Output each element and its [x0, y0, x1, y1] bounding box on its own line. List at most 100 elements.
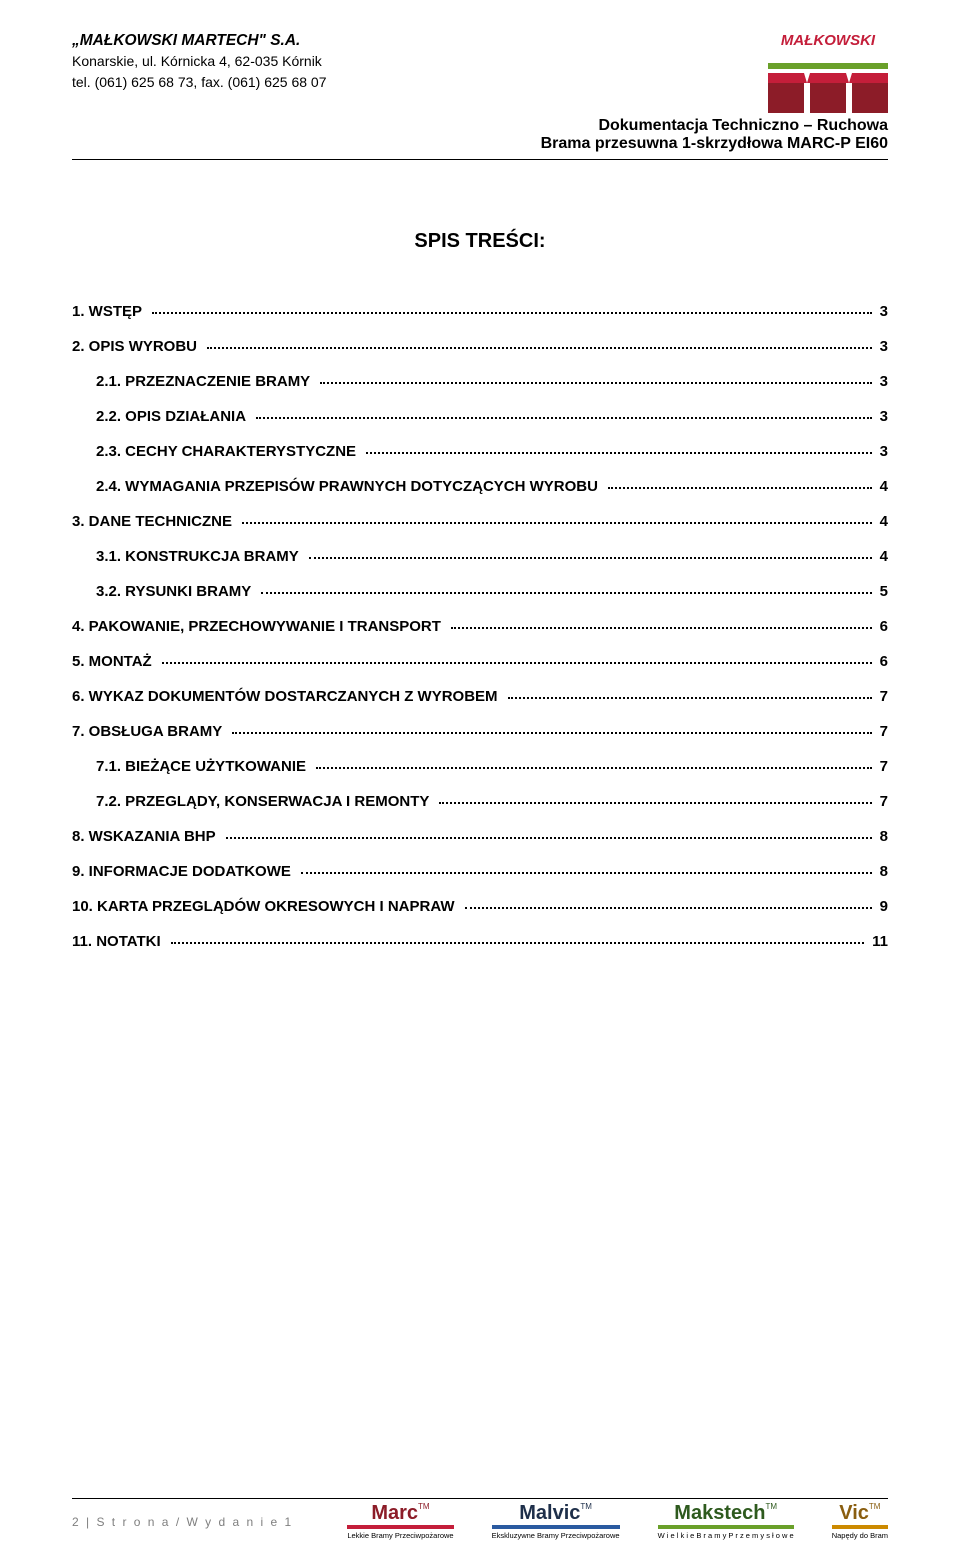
toc-leader	[451, 617, 872, 629]
footer-brand-tagline: Lekkie Bramy Przeciwpożarowe	[347, 1531, 453, 1540]
header-right-block: MAŁKOWSKI MARTECH Dokumentacja Techniczn…	[541, 32, 888, 153]
footer-brand-bar	[658, 1525, 794, 1529]
toc-leader	[608, 477, 872, 489]
toc-entry-page: 6	[876, 653, 888, 670]
toc-entry-page: 7	[876, 793, 888, 810]
doc-title-line2: Brama przesuwna 1-skrzydłowa MARC-P EI60	[541, 135, 888, 153]
toc-entry-label: 10. KARTA PRZEGLĄDÓW OKRESOWYCH I NAPRAW	[72, 898, 461, 915]
toc-entry-label: 7.2. PRZEGLĄDY, KONSERWACJA I REMONTY	[96, 793, 435, 810]
toc-leader	[242, 512, 872, 524]
toc-entry: 7.2. PRZEGLĄDY, KONSERWACJA I REMONTY 7	[72, 793, 888, 810]
toc-leader	[439, 792, 871, 804]
toc-leader	[232, 722, 871, 734]
toc-entry-label: 2.4. WYMAGANIA PRZEPISÓW PRAWNYCH DOTYCZ…	[96, 478, 604, 495]
footer-brand-tagline: W i e l k i e B r a m y P r z e m y s ł …	[658, 1531, 794, 1540]
toc-entry-page: 5	[876, 583, 888, 600]
company-address: Konarskie, ul. Kórnicka 4, 62-035 Kórnik	[72, 52, 327, 71]
toc-entry-page: 3	[876, 338, 888, 355]
toc-entry: 10. KARTA PRZEGLĄDÓW OKRESOWYCH I NAPRAW…	[72, 898, 888, 915]
toc-entry: 2.3. CECHY CHARAKTERYSTYCZNE3	[72, 443, 888, 460]
toc-entry-page: 4	[876, 513, 888, 530]
toc-entry-page: 7	[876, 688, 888, 705]
footer-brand-name: MalvicTM	[492, 1503, 620, 1523]
toc-leader	[152, 302, 872, 314]
company-phone: tel. (061) 625 68 73, fax. (061) 625 68 …	[72, 73, 327, 92]
toc-entry: 7.1. BIEŻĄCE UŻYTKOWANIE 7	[72, 758, 888, 775]
toc-entry: 11. NOTATKI 11	[72, 933, 888, 950]
toc-leader	[465, 897, 872, 909]
footer-brand-name: MarcTM	[347, 1503, 453, 1523]
company-name: „MAŁKOWSKI MARTECH" S.A.	[72, 32, 327, 50]
toc-entry: 9. INFORMACJE DODATKOWE 8	[72, 863, 888, 880]
footer: 2 | S t r o n a / W y d a n i e 1 MarcTM…	[0, 1498, 960, 1540]
toc-entry: 3. DANE TECHNICZNE 4	[72, 513, 888, 530]
toc-entry-page: 3	[876, 408, 888, 425]
footer-brand-logo: MakstechTM W i e l k i e B r a m y P r z …	[658, 1503, 794, 1540]
footer-brand-logo: MarcTM Lekkie Bramy Przeciwpożarowe	[347, 1503, 453, 1540]
toc-entry-page: 3	[876, 373, 888, 390]
toc-entry-label: 3. DANE TECHNICZNE	[72, 513, 238, 530]
toc-leader	[226, 827, 872, 839]
toc-entry-label: 7. OBSŁUGA BRAMY	[72, 723, 228, 740]
toc-heading: SPIS TREŚCI:	[72, 230, 888, 253]
toc-entry: 8. WSKAZANIA BHP8	[72, 828, 888, 845]
footer-brand-name: MakstechTM	[658, 1503, 794, 1523]
toc-entry: 7. OBSŁUGA BRAMY 7	[72, 723, 888, 740]
toc-entry-label: 2.1. PRZEZNACZENIE BRAMY	[96, 373, 316, 390]
toc-entry-label: 6. WYKAZ DOKUMENTÓW DOSTARCZANYCH Z WYRO…	[72, 688, 504, 705]
toc-entry-page: 4	[876, 548, 888, 565]
toc-entry: 3.2. RYSUNKI BRAMY 5	[72, 583, 888, 600]
toc-leader	[309, 547, 872, 559]
toc-entry-page: 11	[868, 933, 888, 950]
toc-entry-label: 3.2. RYSUNKI BRAMY	[96, 583, 257, 600]
toc-entry-label: 2. OPIS WYROBU	[72, 338, 203, 355]
toc-leader	[316, 757, 872, 769]
footer-brand-logo: MalvicTMEkskluzywne Bramy Przeciwpożarow…	[492, 1503, 620, 1540]
footer-brand-name: VicTM	[832, 1503, 888, 1523]
toc-entry-label: 4. PAKOWANIE, PRZECHOWYWANIE I TRANSPORT	[72, 618, 447, 635]
footer-page-number: 2 | S t r o n a / W y d a n i e 1	[72, 1515, 293, 1529]
toc-entry-page: 7	[876, 758, 888, 775]
company-block: „MAŁKOWSKI MARTECH" S.A. Konarskie, ul. …	[72, 32, 327, 92]
toc-entry-label: 2.2. OPIS DZIAŁANIA	[96, 408, 252, 425]
footer-brand-bar	[832, 1525, 888, 1529]
company-logo: MAŁKOWSKI MARTECH	[768, 32, 888, 113]
toc-leader	[207, 337, 872, 349]
toc-entry: 4. PAKOWANIE, PRZECHOWYWANIE I TRANSPORT…	[72, 618, 888, 635]
toc-entry-label: 1. WSTĘP	[72, 303, 148, 320]
logo-m-icon: MARTECH	[768, 53, 888, 113]
toc-entry-page: 6	[876, 618, 888, 635]
toc-entry-page: 9	[876, 898, 888, 915]
footer-brand-logos: MarcTM Lekkie Bramy Przeciwpożarowe Malvic…	[347, 1503, 888, 1540]
footer-brand-tagline: Napędy do Bram	[832, 1531, 888, 1540]
toc-entry: 2.4. WYMAGANIA PRZEPISÓW PRAWNYCH DOTYCZ…	[72, 478, 888, 495]
toc-leader	[320, 372, 871, 384]
toc-entry-page: 7	[876, 723, 888, 740]
toc-leader	[256, 407, 872, 419]
toc-entry-label: 7.1. BIEŻĄCE UŻYTKOWANIE	[96, 758, 312, 775]
document-header: „MAŁKOWSKI MARTECH" S.A. Konarskie, ul. …	[72, 32, 888, 153]
toc-leader	[171, 932, 865, 944]
toc-entry-label: 5. MONTAŻ	[72, 653, 158, 670]
toc-entry-page: 3	[876, 303, 888, 320]
table-of-contents: 1. WSTĘP32. OPIS WYROBU32.1. PRZEZNACZEN…	[72, 303, 888, 950]
toc-entry-page: 8	[876, 863, 888, 880]
doc-title-line1: Dokumentacja Techniczno – Ruchowa	[541, 117, 888, 135]
toc-entry-page: 8	[876, 828, 888, 845]
toc-entry: 5. MONTAŻ 6	[72, 653, 888, 670]
toc-entry-label: 9. INFORMACJE DODATKOWE	[72, 863, 297, 880]
toc-leader	[162, 652, 872, 664]
footer-brand-logo: VicTM Napędy do Bram	[832, 1503, 888, 1540]
toc-entry: 6. WYKAZ DOKUMENTÓW DOSTARCZANYCH Z WYRO…	[72, 688, 888, 705]
footer-divider	[72, 1498, 888, 1499]
toc-leader	[366, 442, 872, 454]
toc-entry-label: 3.1. KONSTRUKCJA BRAMY	[96, 548, 305, 565]
toc-leader	[261, 582, 871, 594]
footer-brand-bar	[347, 1525, 453, 1529]
toc-entry: 2.1. PRZEZNACZENIE BRAMY 3	[72, 373, 888, 390]
toc-entry: 2. OPIS WYROBU 3	[72, 338, 888, 355]
toc-entry: 3.1. KONSTRUKCJA BRAMY 4	[72, 548, 888, 565]
toc-leader	[301, 862, 872, 874]
toc-entry-label: 11. NOTATKI	[72, 933, 167, 950]
toc-entry-label: 2.3. CECHY CHARAKTERYSTYCZNE	[96, 443, 362, 460]
